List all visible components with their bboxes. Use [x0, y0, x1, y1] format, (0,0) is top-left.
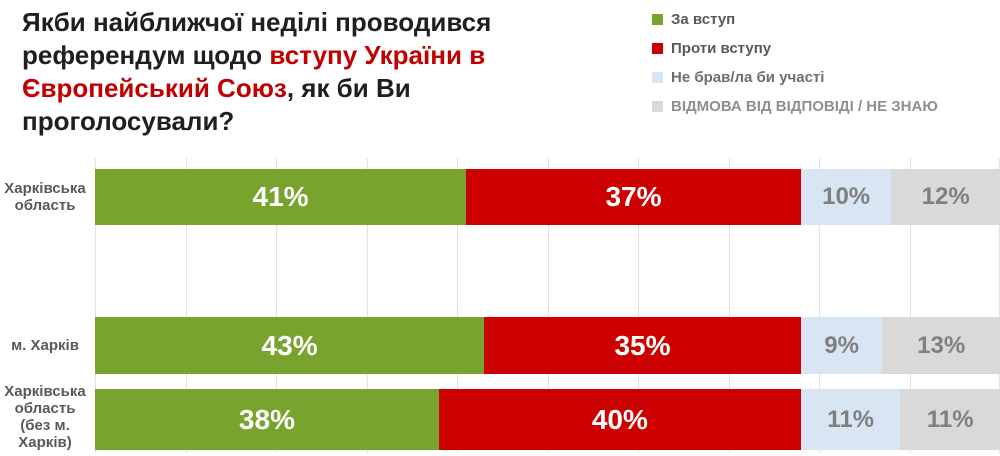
- category-label-line: м. Харків: [11, 337, 79, 354]
- chart-title-line: референдум щодо вступу України в: [22, 39, 491, 72]
- bar-segment: 13%: [882, 317, 1000, 374]
- legend-item: Не брав/ла би участі: [652, 66, 938, 88]
- category-label-line: (без м.: [20, 417, 70, 434]
- bar-value-label: 9%: [824, 331, 859, 359]
- category-label-line: Харківська: [4, 180, 86, 197]
- chart-title-line: проголосували?: [22, 105, 491, 138]
- legend-swatch-icon: [652, 71, 663, 83]
- legend-item: За вступ: [652, 8, 938, 30]
- bar-value-label: 37%: [605, 181, 662, 212]
- category-label-line: область: [14, 197, 76, 214]
- bar-segment: 10%: [800, 169, 892, 225]
- bar-segment: 11%: [800, 389, 901, 450]
- bar-segment: 40%: [438, 389, 801, 450]
- gridline: [366, 158, 368, 453]
- category-label-line: область: [14, 400, 76, 417]
- category-label: Харківська область: [0, 169, 90, 225]
- bar-segment: 37%: [466, 169, 801, 225]
- chart-title-text: , як би Ви: [286, 73, 411, 103]
- gridline: [95, 158, 96, 453]
- gridline: [547, 158, 549, 453]
- bar-segment: 38%: [95, 389, 439, 450]
- bar-row: 38% 40% 11% 11%: [95, 389, 1000, 450]
- legend-swatch-icon: [652, 13, 663, 25]
- chart-title-text: референдум щодо: [22, 40, 270, 70]
- chart-title-text: вступу України в: [269, 40, 486, 70]
- chart-title-line: Європейський Союз, як би Ви: [22, 72, 491, 105]
- bar-segment: 43%: [95, 317, 485, 374]
- gridline: [185, 158, 187, 453]
- chart-title-line: Якби найближчої неділі проводився: [22, 6, 491, 39]
- gridline: [457, 158, 458, 453]
- bar-value-label: 40%: [591, 403, 648, 435]
- bar-row: 43% 35% 9% 13%: [95, 317, 1000, 374]
- legend-item: ВІДМОВА ВІД ВІДПОВІДІ / НЕ ЗНАЮ: [652, 95, 938, 117]
- bar-value-label: 35%: [614, 329, 671, 361]
- bar-row: 41% 37% 10% 12%: [95, 169, 1000, 225]
- legend: За вступ Проти вступу Не брав/ла би участі…: [652, 8, 938, 124]
- legend-label: Не брав/ла би участі: [671, 68, 825, 86]
- bar-segment: 9%: [800, 317, 883, 374]
- gridline: [276, 158, 277, 453]
- bar-value-label: 38%: [238, 403, 295, 435]
- gridline: [728, 158, 730, 453]
- chart-title-text: проголосували?: [22, 106, 235, 136]
- bar-value-label: 43%: [261, 329, 318, 361]
- bar-value-label: 10%: [822, 183, 871, 210]
- gridline: [819, 158, 820, 453]
- category-label: Харківська область (без м. Харків): [0, 380, 90, 454]
- gridline: [638, 158, 639, 453]
- chart-title: Якби найближчої неділі проводився референ…: [22, 6, 491, 138]
- legend-swatch-icon: [652, 42, 663, 54]
- bar-value-label: 11%: [926, 405, 974, 433]
- bar-segment: 12%: [891, 169, 1000, 225]
- legend-label: ВІДМОВА ВІД ВІДПОВІДІ / НЕ ЗНАЮ: [671, 97, 938, 115]
- bar-value-label: 13%: [917, 331, 966, 359]
- legend-label: За вступ: [671, 10, 736, 28]
- category-label: м. Харків: [0, 317, 90, 374]
- bar-segment: 41%: [95, 169, 467, 225]
- legend-item: Проти вступу: [652, 37, 938, 59]
- category-label-line: Харківська: [4, 383, 86, 400]
- bar-segment: 35%: [484, 317, 801, 374]
- chart-title-text: Якби найближчої неділі проводився: [22, 7, 492, 37]
- legend-label: Проти вступу: [671, 39, 772, 57]
- category-label-line: Харків): [18, 434, 72, 451]
- plot-area: 41% 37% 10% 12% 43% 35% 9% 13% 38% 40% 11% 11%: [95, 158, 1000, 453]
- legend-swatch-icon: [652, 100, 663, 112]
- chart-title-text: Європейський Союз: [22, 73, 287, 103]
- gridline: [909, 158, 911, 453]
- bar-segment: 11%: [900, 389, 1000, 450]
- bar-value-label: 12%: [921, 183, 970, 210]
- bar-value-label: 11%: [827, 405, 875, 433]
- bar-value-label: 41%: [252, 181, 309, 212]
